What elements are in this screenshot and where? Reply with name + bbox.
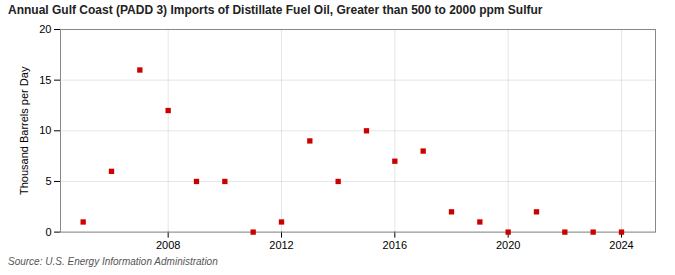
- svg-text:20: 20: [39, 23, 51, 35]
- svg-text:2024: 2024: [609, 239, 633, 251]
- html-text:Source: U.S. Energy Informatio: Source: U.S. Energy Information Administ…: [8, 256, 218, 267]
- svg-text:2012: 2012: [269, 239, 293, 251]
- html-text:Annual Gulf Coast (PADD 3) Imp: Annual Gulf Coast (PADD 3) Imports of Di…: [8, 3, 543, 17]
- svg-text:15: 15: [39, 74, 51, 86]
- svg-text:2008: 2008: [156, 239, 180, 251]
- svg-text:Thousand Barrels per Day: Thousand Barrels per Day: [18, 67, 30, 196]
- svg-text:2020: 2020: [496, 239, 520, 251]
- svg-text:10: 10: [39, 125, 51, 137]
- svg-text:2016: 2016: [383, 239, 407, 251]
- svg-text:0: 0: [45, 226, 51, 238]
- svg-text:5: 5: [45, 175, 51, 187]
